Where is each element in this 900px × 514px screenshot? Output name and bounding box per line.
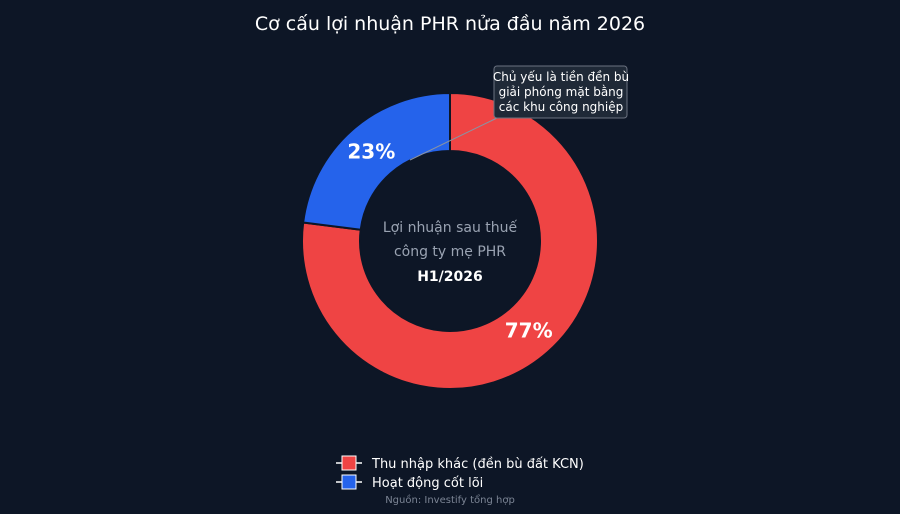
slice-label-other-income: 77% xyxy=(505,318,553,342)
annotation-line-3: các khu công nghiệp xyxy=(499,100,623,114)
annotation-line-1: Chủ yếu là tiền đền bù xyxy=(493,70,629,84)
legend-item-other-income[interactable]: Thu nhập khác (đền bù đất KCN) xyxy=(336,455,584,472)
legend-swatch-other-income xyxy=(341,455,357,471)
source-note: Nguồn: Investify tổng hợp xyxy=(385,493,515,506)
center-label-line-2: công ty mẹ PHR xyxy=(394,244,506,260)
slice-label-core-business: 23% xyxy=(347,140,395,164)
annotation-arrow xyxy=(409,117,498,161)
legend-swatch-core-business xyxy=(341,474,357,490)
annotation-box xyxy=(493,65,628,119)
legend: Thu nhập khác (đền bù đất KCN) Hoạt động… xyxy=(336,455,584,491)
annotation-line-2: giải phóng mặt bằng xyxy=(499,85,624,99)
legend-label-other-income: Thu nhập khác (đền bù đất KCN) xyxy=(371,457,584,472)
donut-slices xyxy=(301,91,599,390)
chart-title: Cơ cấu lợi nhuận PHR nửa đầu năm 2026 xyxy=(255,13,645,35)
donut-slice-other-income[interactable] xyxy=(301,91,599,390)
center-label-line-1: Lợi nhuận sau thuế xyxy=(383,219,518,236)
center-label-period: H1/2026 xyxy=(417,269,483,285)
legend-label-core-business: Hoạt động cốt lõi xyxy=(372,476,483,491)
legend-item-core-business[interactable]: Hoạt động cốt lõi xyxy=(336,474,483,491)
donut-slice-core-business[interactable] xyxy=(302,91,451,231)
annotation: Chủ yếu là tiền đền bù giải phóng mặt bằ… xyxy=(409,65,629,161)
slice-labels: 77% 23% xyxy=(347,140,552,343)
